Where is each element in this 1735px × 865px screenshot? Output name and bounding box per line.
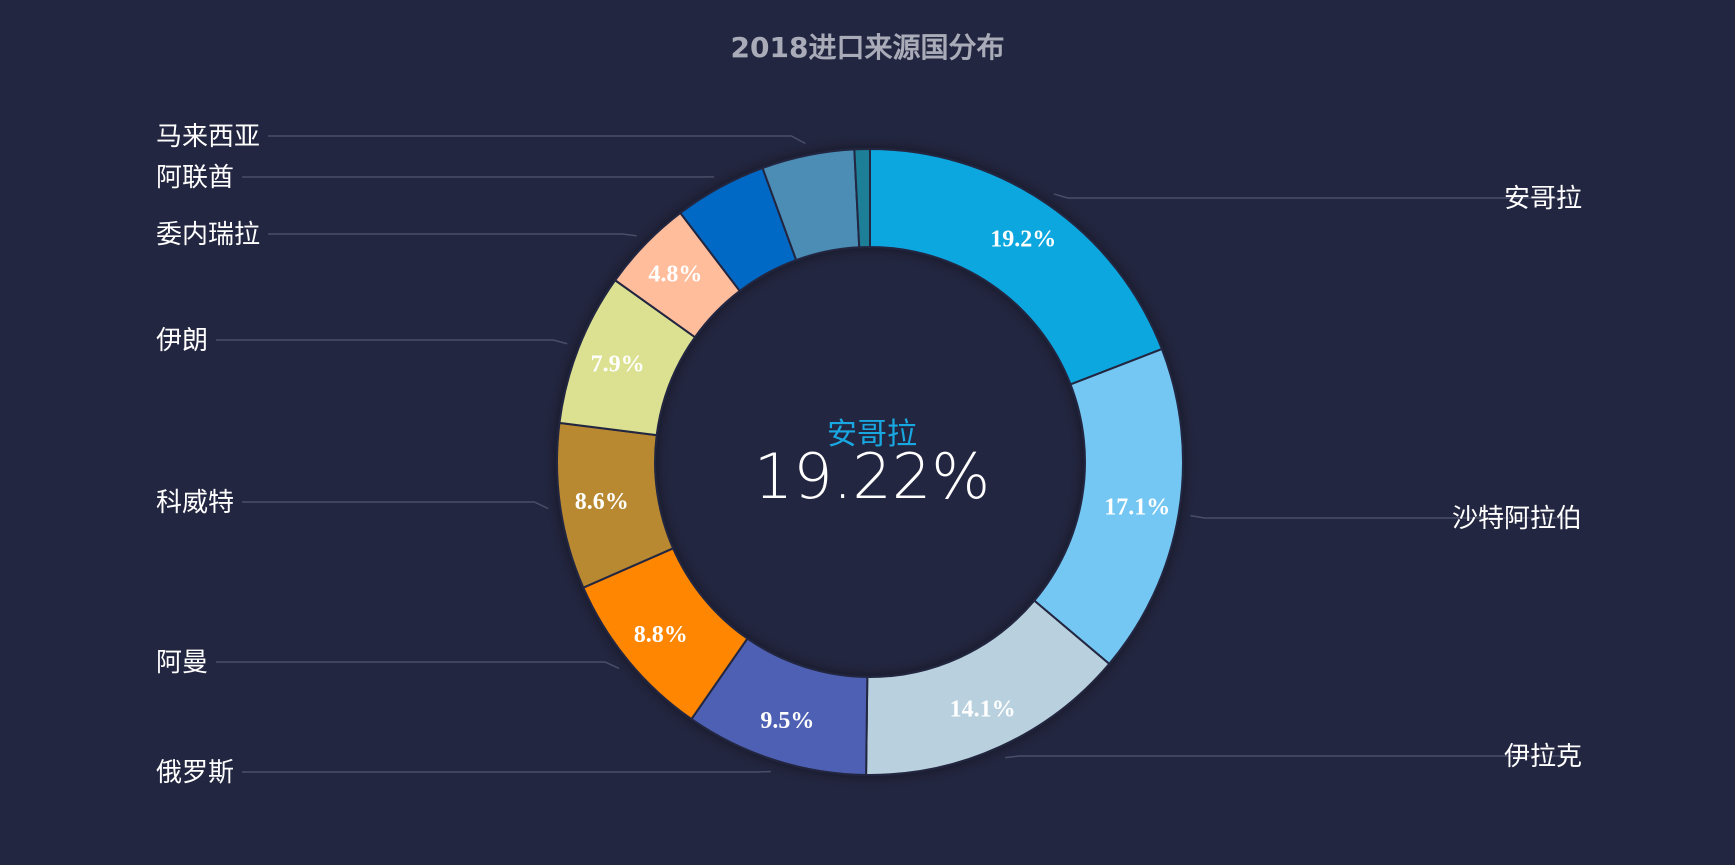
slice-name-label-4: 阿曼 [156, 648, 208, 678]
slice-name-label-2: 伊拉克 [1504, 742, 1582, 772]
slice-name-label-7: 委内瑞拉 [156, 220, 260, 250]
slice-value-label-2: 14.1% [950, 696, 1016, 722]
slice-name-label-5: 科威特 [156, 488, 234, 518]
slice-value-label-5: 8.6% [575, 489, 629, 515]
slice-value-label-0: 19.2% [990, 226, 1056, 252]
slice-value-label-3: 9.5% [760, 708, 814, 734]
leader-line-0 [1053, 193, 1574, 199]
slice-name-label-0: 安哥拉 [1504, 184, 1582, 214]
slice-value-label-4: 8.8% [634, 622, 688, 648]
leader-line-4 [216, 661, 620, 670]
center-label-value: 19.22% [753, 440, 991, 513]
center-label-name: 安哥拉 [827, 417, 917, 452]
slice-name-label-9: 马来西亚 [156, 122, 260, 152]
leader-line-5 [242, 501, 549, 510]
leader-line-2 [1005, 755, 1574, 759]
leader-line-6 [216, 339, 568, 345]
slice-value-label-6: 7.9% [591, 351, 645, 377]
donut-slice-10[interactable] [853, 147, 871, 249]
slice-name-label-6: 伊朗 [156, 326, 208, 356]
slice-name-label-8: 阿联酋 [156, 163, 234, 193]
donut-slice-0[interactable] [869, 147, 1164, 386]
leader-line-1 [1190, 514, 1574, 519]
leader-line-7 [268, 233, 637, 237]
slice-value-label-7: 4.8% [648, 261, 702, 287]
slice-value-label-1: 17.1% [1104, 495, 1170, 521]
chart-title: 2018进口来源国分布 [730, 31, 1005, 64]
leader-line-9 [268, 135, 806, 145]
slice-name-label-3: 俄罗斯 [156, 758, 234, 788]
slice-name-label-1: 沙特阿拉伯 [1452, 504, 1582, 534]
